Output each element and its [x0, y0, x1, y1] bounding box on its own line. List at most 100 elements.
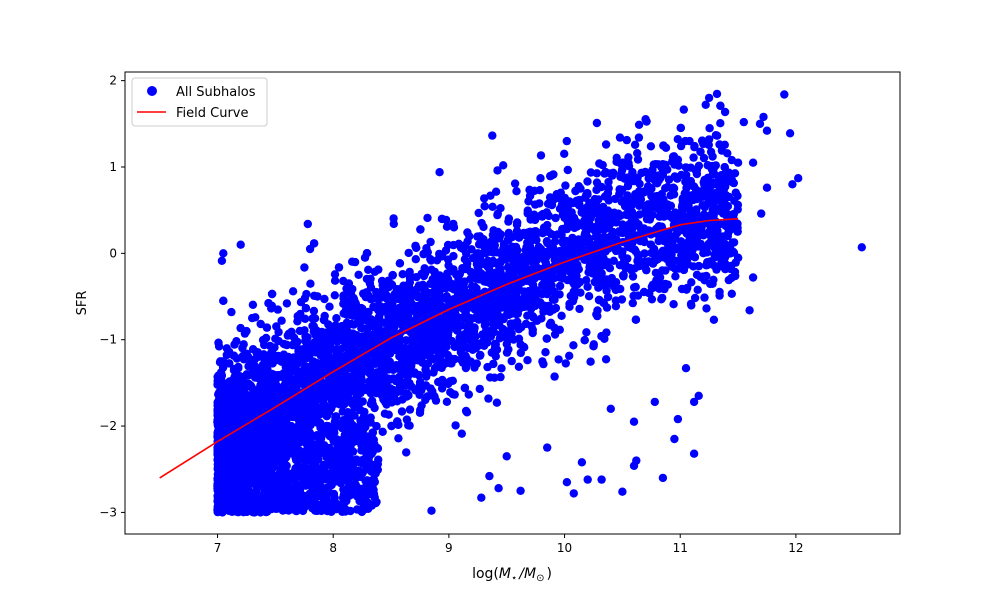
scatter-point	[389, 214, 398, 223]
scatter-point	[320, 294, 329, 304]
scatter-point	[727, 155, 736, 165]
scatter-point	[504, 345, 513, 354]
scatter-point	[512, 263, 522, 273]
scatter-point	[339, 309, 348, 318]
scatter-point	[525, 191, 535, 200]
scatter-point	[247, 408, 256, 417]
scatter-point	[395, 372, 404, 381]
scatter-point	[623, 173, 633, 182]
scatter-point	[456, 345, 466, 355]
scatter-point	[354, 270, 363, 279]
scatter-point	[266, 382, 275, 391]
scatter-point	[599, 298, 608, 308]
scatter-point	[311, 403, 321, 412]
scatter-point	[261, 422, 271, 432]
scatter-point	[551, 249, 560, 258]
scatter-point	[449, 295, 458, 304]
scatter-point	[368, 400, 377, 409]
scatter-point	[488, 202, 497, 211]
scatter-point	[718, 206, 727, 215]
scatter-point	[381, 354, 390, 364]
scatter-point	[601, 140, 611, 149]
scatter-point	[575, 304, 584, 314]
scatter-point	[611, 302, 621, 311]
scatter-point	[287, 327, 296, 337]
scatter-point	[690, 293, 700, 303]
scatter-point	[229, 351, 239, 360]
scatter-point	[628, 216, 638, 225]
scatter-point	[366, 358, 375, 367]
scatter-point	[472, 284, 481, 293]
scatter-point	[437, 214, 447, 224]
scatter-point	[415, 351, 424, 361]
scatter-point	[329, 322, 338, 332]
scatter-point	[503, 235, 513, 244]
scatter-point	[696, 272, 705, 282]
scatter-point	[460, 330, 469, 339]
scatter-point	[693, 285, 702, 294]
scatter-point	[608, 171, 617, 180]
scatter-point	[228, 387, 237, 397]
scatter-point	[489, 359, 498, 369]
scatter-point	[550, 237, 560, 246]
scatter-point	[558, 224, 567, 234]
scatter-point	[460, 255, 470, 264]
scatter-point	[663, 182, 672, 192]
scatter-point	[384, 365, 393, 374]
scatter-point	[402, 370, 411, 380]
scatter-point	[691, 223, 701, 233]
scatter-point	[526, 274, 535, 284]
scatter-point	[402, 379, 411, 388]
scatter-point	[328, 365, 338, 375]
scatter-point	[398, 395, 407, 404]
scatter-point	[658, 167, 668, 176]
scatter-point	[622, 135, 631, 145]
scatter-point	[733, 227, 742, 236]
scatter-point	[389, 385, 398, 395]
scatter-point	[633, 149, 642, 158]
scatter-point	[626, 228, 635, 237]
scatter-point	[562, 264, 572, 273]
scatter-point	[517, 323, 526, 332]
scatter-point	[542, 334, 551, 343]
scatter-point	[577, 207, 587, 216]
scatter-point	[563, 165, 572, 175]
scatter-point	[557, 200, 567, 210]
scatter-point	[306, 279, 315, 288]
scatter-point	[379, 370, 388, 380]
scatter-point	[496, 268, 505, 277]
scatter-point	[727, 289, 736, 298]
scatter-point	[624, 242, 633, 252]
scatter-point	[636, 261, 645, 270]
scatter-point	[303, 372, 313, 382]
scatter-point	[274, 327, 283, 337]
scatter-point	[300, 314, 310, 323]
scatter-point	[474, 208, 483, 218]
scatter-point	[617, 295, 627, 304]
scatter-point	[468, 335, 477, 344]
scatter-point	[512, 309, 521, 319]
scatter-point	[281, 340, 290, 349]
scatter-point	[301, 362, 310, 371]
scatter-point	[274, 370, 283, 380]
scatter-point	[593, 306, 602, 315]
scatter-point	[346, 289, 355, 298]
scatter-point	[466, 267, 475, 277]
scatter-point	[717, 171, 726, 180]
scatter-point	[333, 337, 342, 346]
scatter-point	[679, 105, 688, 114]
scatter-point	[481, 293, 491, 302]
scatter-point	[398, 270, 407, 279]
scatter-point	[508, 242, 517, 252]
scatter-point	[687, 278, 696, 287]
scatter-point	[524, 301, 533, 311]
scatter-point	[564, 249, 573, 259]
scatter-point	[404, 248, 413, 258]
scatter-point	[339, 354, 348, 364]
scatter-point	[699, 231, 708, 240]
scatter-point	[422, 288, 431, 297]
scatter-point	[605, 220, 615, 229]
scatter-point	[378, 336, 388, 345]
scatter-point	[645, 289, 654, 298]
scatter-point	[435, 353, 444, 362]
